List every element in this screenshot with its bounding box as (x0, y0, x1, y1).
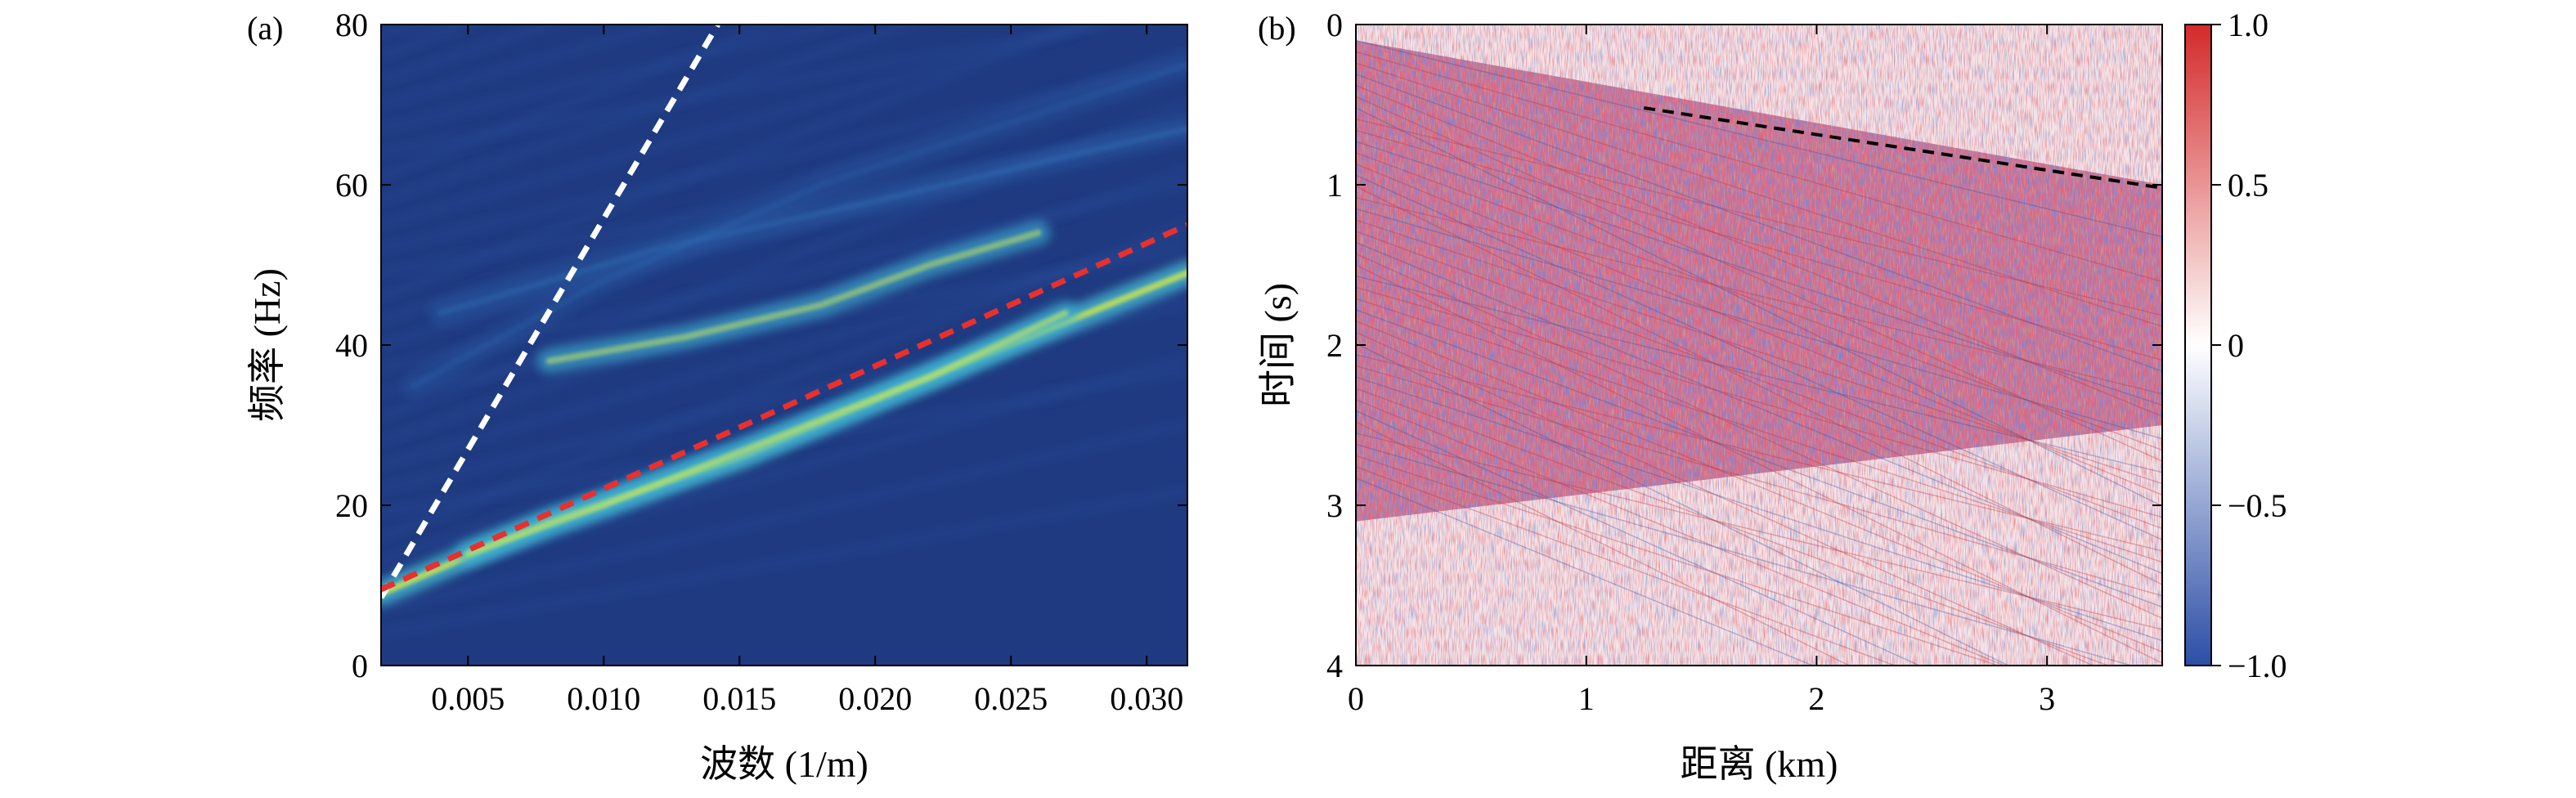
panel-a-plot-area (381, 25, 1187, 638)
panel-b-event-streak (1356, 264, 2162, 664)
panel-b-ytick-label: 1 (1326, 167, 1343, 204)
panel-b-event-streak (1356, 443, 2134, 666)
panel-b-event-streak (1356, 39, 2162, 238)
panel-b-event-streak (1356, 84, 2162, 417)
colorbar-gradient (2184, 24, 2212, 666)
panel-b-ytick-label: 4 (1326, 648, 1343, 684)
panel-b-event-streak (1356, 398, 2006, 666)
panel-b-event-streak (1356, 343, 2010, 666)
panel-a-xtick-label: 0.025 (974, 680, 1048, 717)
panel-b-event-streak (1356, 186, 2162, 585)
panel-a-ytick-label: 20 (335, 487, 368, 524)
colorbar-tick-label: 0.5 (2228, 167, 2269, 204)
panel-b-event-streak (1356, 174, 2162, 540)
panel-b-xlabel: 距离 (km) (1681, 743, 1838, 785)
panel-b-event-streak (1356, 477, 1815, 666)
panel-a-xticks: 0.005 0.010 0.015 0.020 0.025 0.030 (431, 25, 1183, 717)
panel-b-xtick-label: 3 (2039, 680, 2055, 717)
colorbar-tick-label: 1.0 (2228, 7, 2269, 43)
panel-b-event-streak (1356, 309, 2162, 608)
panel-a-ytick-label: 0 (352, 648, 368, 684)
panel-b-event-streak (1356, 286, 2162, 518)
panel-a-texture-streak (381, 25, 561, 85)
colorbar-tick-label: 0 (2228, 327, 2244, 364)
panel-a-texture-streak (381, 25, 680, 109)
panel-a-xtick-label: 0.005 (431, 680, 505, 717)
panel-a-texture-streak (381, 486, 1187, 638)
panel-b-xtick-label: 2 (1808, 680, 1824, 717)
panel-a-texture-streak (381, 25, 852, 133)
panel-b-event-streak (1356, 466, 1897, 666)
panel-b-event-streak (1356, 163, 2162, 495)
panel-b-event-streak (1356, 74, 2162, 373)
panel-b-xtick-label: 1 (1578, 680, 1595, 717)
panel-a-energy-core (438, 125, 1187, 316)
panel-b-event-streak (1356, 253, 2162, 619)
panel-b-event-streak (1356, 241, 2162, 574)
panel-a-ytick-label: 80 (335, 7, 368, 43)
panel-a-ytick-label: 60 (335, 167, 368, 204)
panel-b-event-streak (1356, 96, 2162, 462)
panel-b-ytick-label: 3 (1326, 487, 1343, 524)
panel-b-event-streak (1356, 298, 2162, 563)
panel-b-plot-area (1356, 25, 2162, 666)
panel-b-ytick-label: 2 (1326, 327, 1343, 364)
colorbar-ticks: 1.0 0.5 0 −0.5 −1.0 (2211, 7, 2287, 684)
panel-a: (a) 0.005 0.010 0.015 0.020 0.025 0.030 0 20 40… (246, 7, 1188, 785)
panel-b-event-streak (1356, 354, 2162, 552)
panel-a-white-dashed-line (381, 25, 720, 599)
panel-b-event-streak (1356, 365, 2162, 597)
panel-b-xtick-label: 0 (1348, 680, 1364, 717)
panel-a-xtick-label: 0.010 (567, 680, 640, 717)
panel-b-event-streak (1356, 433, 2162, 630)
panel-a-xtick-label: 0.030 (1110, 680, 1183, 717)
panel-b-event-streak (1356, 51, 2162, 283)
panel-b-label: (b) (1258, 10, 1296, 47)
panel-b-xticks: 0 1 2 3 (1348, 25, 2055, 717)
panel-b-event-streak (1356, 62, 2162, 328)
panel-b-event-streak (1356, 376, 2162, 642)
panel-b-event-streak (1356, 231, 2162, 530)
panel-b-event-streak (1356, 141, 2162, 406)
panel-a-label: (a) (247, 10, 283, 47)
panel-b-event-streak (1356, 219, 2162, 485)
panel-b-event-streak (1356, 331, 2095, 666)
panel-a-texture-streak (381, 59, 1187, 253)
panel-b-event-streak (1356, 107, 2162, 507)
colorbar-tick-label: −0.5 (2228, 487, 2287, 524)
panel-b-ytick-label: 0 (1326, 7, 1343, 43)
panel-b-event-streak (1356, 275, 2162, 473)
panel-b-ylabel: 时间 (s) (1257, 283, 1299, 407)
panel-b-event-streak (1356, 421, 1851, 666)
panel-b-event-streak (1356, 129, 2162, 361)
panel-a-xtick-label: 0.015 (702, 680, 776, 717)
panel-a-xtick-label: 0.020 (838, 680, 912, 717)
panel-b-black-dashed-line (1643, 105, 2162, 190)
panel-b-event-streak (1356, 208, 2162, 440)
panel-b-event-streak (1356, 455, 2000, 666)
panel-a-energy-core (545, 229, 1042, 365)
panel-a-energy-core (410, 61, 1187, 388)
panel-a-ylabel: 频率 (Hz) (246, 268, 288, 422)
panel-a-texture-streak (381, 25, 1129, 157)
panel-b-event-streak (1356, 118, 2162, 316)
colorbar: 1.0 0.5 0 −0.5 −1.0 (2184, 7, 2287, 684)
panel-a-xlabel: 波数 (1/m) (700, 743, 868, 785)
panel-b-event-streak (1356, 320, 2162, 653)
panel-b-event-streak (1356, 152, 2162, 451)
panel-a-ytick-label: 40 (335, 327, 368, 364)
panel-a-yticks: 0 20 40 60 80 (335, 7, 1187, 684)
panel-a-red-dashed-line (381, 222, 1187, 593)
panel-b: (b) 0 1 2 3 0 1 2 3 4 距离 (km) 时间 (s) 1.0 0.5 0 −0.… (1257, 7, 2287, 785)
panel-b-event-streak (1356, 388, 2110, 666)
panel-a-texture-streak (381, 419, 1187, 614)
panel-a-texture-streak (381, 25, 918, 205)
panel-b-event-streak (1356, 410, 1921, 666)
panel-a-energy-core (464, 309, 1069, 557)
panel-b-event-streak (1356, 196, 2162, 395)
colorbar-tick-label: −1.0 (2228, 648, 2287, 684)
panel-b-yticks: 0 1 2 3 4 (1326, 7, 2162, 684)
panel-a-texture-streak (381, 25, 783, 181)
